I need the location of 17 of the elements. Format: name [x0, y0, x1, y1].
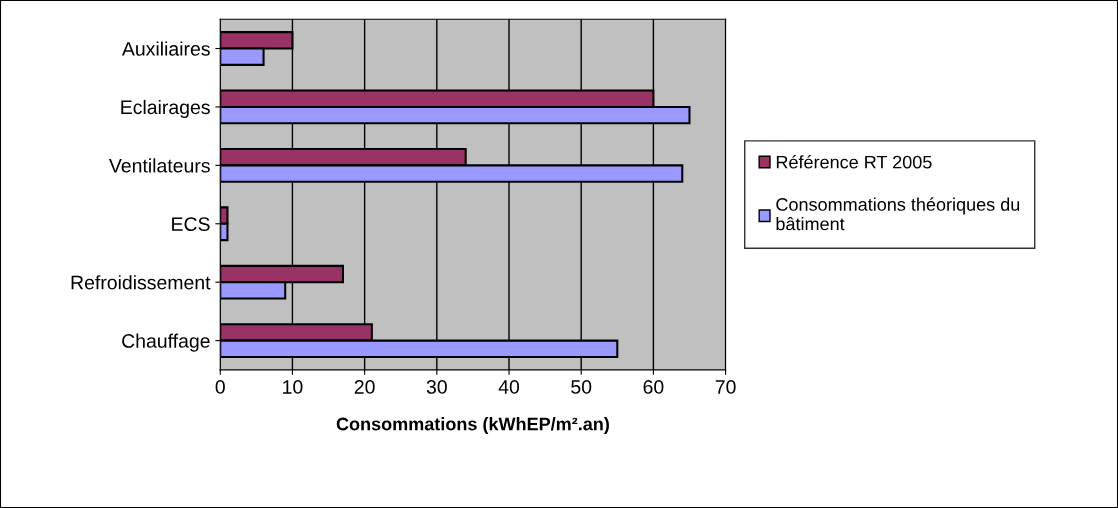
- x-tick-label: 60: [643, 380, 664, 394]
- y-tick-label: ECS: [172, 217, 210, 232]
- x-tick-label: 10: [283, 380, 303, 394]
- x-tick-label: 70: [715, 380, 736, 394]
- x-tick-label: 30: [426, 380, 447, 394]
- y-tick-label: Refroidissement: [71, 275, 211, 290]
- y-tick-label: Auxiliaires: [121, 41, 210, 56]
- x-tick-label: 20: [354, 380, 375, 394]
- y-tick-label: Ventilateurs: [109, 158, 210, 173]
- x-tick-label: 40: [498, 380, 520, 394]
- x-tick-label: 0: [215, 380, 225, 394]
- legend-label: Référence RT 2005: [776, 155, 932, 169]
- x-axis-title: Consommations (kWhEP/m².an): [336, 417, 609, 434]
- x-tick-label: 50: [571, 380, 592, 394]
- legend-label: Consommations théoriques du bâtiment: [776, 197, 1020, 231]
- y-tick-label: Eclairages: [121, 99, 210, 119]
- y-tick-label: Chauffage: [122, 333, 210, 352]
